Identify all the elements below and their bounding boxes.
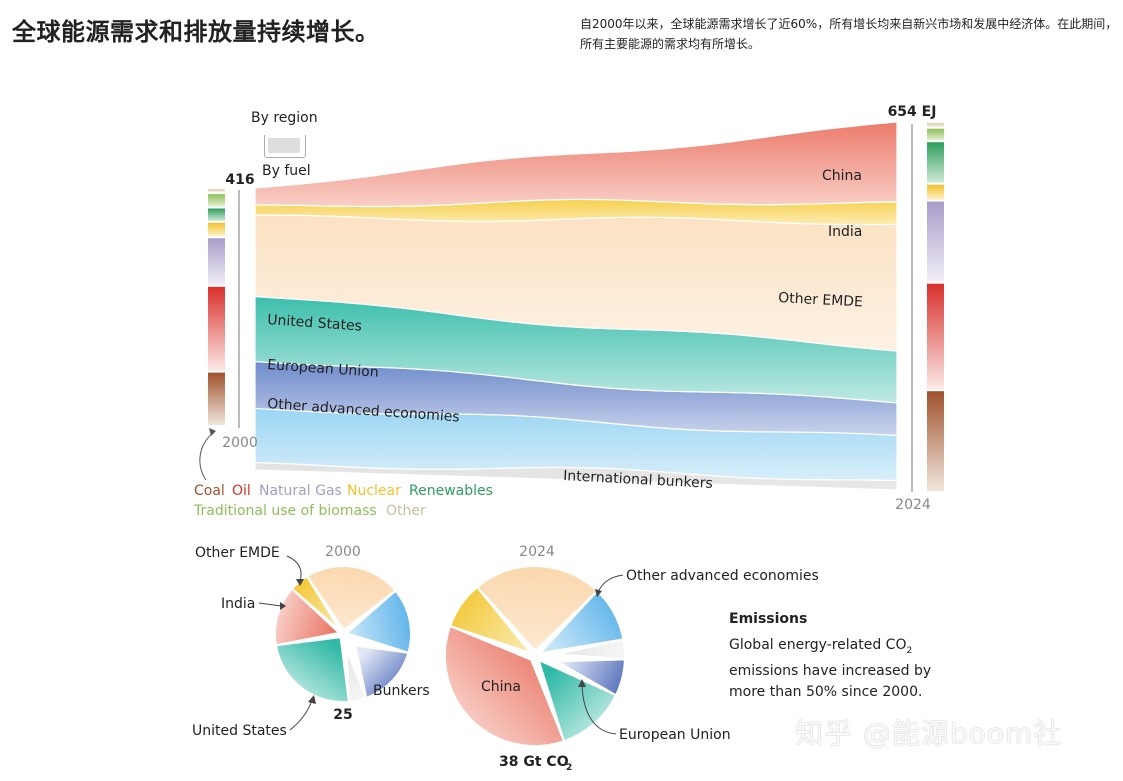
pie-2024 xyxy=(443,565,626,747)
pie-2000-slice-other-advanced-economies xyxy=(345,589,413,654)
pointer-2000-india xyxy=(258,602,282,607)
area-label-united-states: United States xyxy=(267,312,363,335)
pie-2000-total: 25 xyxy=(333,707,352,723)
legend-pointer xyxy=(199,431,215,481)
pointer-2000-us xyxy=(289,699,313,731)
fuel-bar-2000-renewables xyxy=(208,208,225,221)
fuel-bar-2000-traditional-use-of-biomass xyxy=(208,194,225,207)
pointer-head-2000-india xyxy=(280,602,286,610)
watermark: 知乎 @能源boom社 xyxy=(795,717,1063,750)
pie-2000-slice-european-union xyxy=(354,644,410,700)
total-2024: 654 EJ xyxy=(888,104,937,120)
pie-2000-slice-united-states xyxy=(274,636,351,703)
toggle-knob xyxy=(268,138,300,153)
area-label-other-emde: Other EMDE xyxy=(778,290,863,310)
legend-oil: Oil xyxy=(232,483,251,499)
fuel-bar-2000-oil xyxy=(208,286,225,371)
fuel-bar-2000 xyxy=(208,189,225,425)
pointer-2024-other-advanced xyxy=(597,574,624,593)
area-label-international-bunkers: International bunkers xyxy=(563,468,713,492)
fuel-bar-2024-other xyxy=(927,123,944,127)
fuel-bar-2024-oil xyxy=(927,283,944,390)
pie-2000-label-other-emde: Other EMDE xyxy=(195,545,280,561)
pointer-head-2000-us xyxy=(308,695,316,704)
fuel-bar-2000-natural-gas xyxy=(208,238,225,285)
fuel-bar-2000-other xyxy=(208,189,225,193)
pointer-head-2024-other-advanced xyxy=(595,589,602,597)
total-2000: 416 xyxy=(225,172,254,188)
page-subtitle: 自2000年以来，全球能源需求增长了近60%，所有增长均来自新兴市场和发展中经济… xyxy=(580,17,1118,51)
fuel-bar-2000-coal xyxy=(208,372,225,425)
pie-2000-label-united-states: United States xyxy=(192,723,287,739)
pointer-head-2024-eu xyxy=(578,679,586,687)
area-china xyxy=(254,121,898,208)
pie-2000-label-bunkers: Bunkers xyxy=(373,683,430,699)
pie-2024-label-european-union: European Union xyxy=(619,727,731,743)
emissions-text: Global energy-related CO2 emissions have… xyxy=(729,637,932,700)
pie-2024-slice-other-emde xyxy=(475,565,599,653)
pie-2024-title: 2024 xyxy=(519,544,555,560)
pie-2024-slice-china xyxy=(443,624,566,747)
pie-2024-slice-india xyxy=(448,585,534,655)
pointer-2024-eu xyxy=(581,683,617,735)
area-label-india: India xyxy=(828,224,862,240)
x-tick-2000: 2000 xyxy=(222,435,258,451)
fuel-bar-2024-renewables xyxy=(927,142,944,183)
page-title: 全球能源需求和排放量持续增长。 xyxy=(12,18,380,46)
legend-pointer-head xyxy=(209,428,216,436)
emissions-title: Emissions xyxy=(729,611,808,627)
legend-natural-gas: Natural Gas xyxy=(259,483,342,499)
area-stack xyxy=(254,121,898,491)
toggle-by-region[interactable]: By region xyxy=(251,110,318,126)
area-label-china: China xyxy=(822,168,862,184)
fuel-bar-2024-nuclear xyxy=(927,184,944,200)
view-toggle-switch[interactable] xyxy=(264,135,306,159)
toggle-by-fuel[interactable]: By fuel xyxy=(262,163,311,179)
pie-2000-title: 2000 xyxy=(325,544,361,560)
legend-other: Other xyxy=(386,503,426,519)
fuel-bar-2024-coal xyxy=(927,391,944,491)
x-tick-2024: 2024 xyxy=(895,497,931,513)
legend-renewables: Renewables xyxy=(409,483,493,499)
pie-2000-slice-other-emde xyxy=(305,564,397,632)
pointer-2000-other-emde xyxy=(286,555,302,583)
pie-2000 xyxy=(274,564,413,703)
pie-2024-label-china: China xyxy=(481,679,521,695)
fuel-bar-2000-nuclear xyxy=(208,222,225,237)
fuel-bar-2024-natural-gas xyxy=(927,201,944,282)
pointer-head-2000-other-emde xyxy=(296,579,304,586)
legend-coal: Coal xyxy=(194,483,225,499)
pie-2000-slice-china xyxy=(274,587,342,647)
pie-2000-label-india: India xyxy=(221,596,255,612)
pie-2024-total-sub: 2 xyxy=(566,763,572,773)
pie-2024-total: 38 Gt CO xyxy=(499,754,569,770)
fuel-bar-2024-traditional-use-of-biomass xyxy=(927,128,944,141)
fuel-bar-2024 xyxy=(927,123,944,491)
legend-traditional-use-of-biomass: Traditional use of biomass xyxy=(193,503,377,519)
pie-2024-label-other-advanced: Other advanced economies xyxy=(626,568,819,584)
area-label-european-union: European Union xyxy=(267,357,379,381)
legend-nuclear: Nuclear xyxy=(347,483,401,499)
